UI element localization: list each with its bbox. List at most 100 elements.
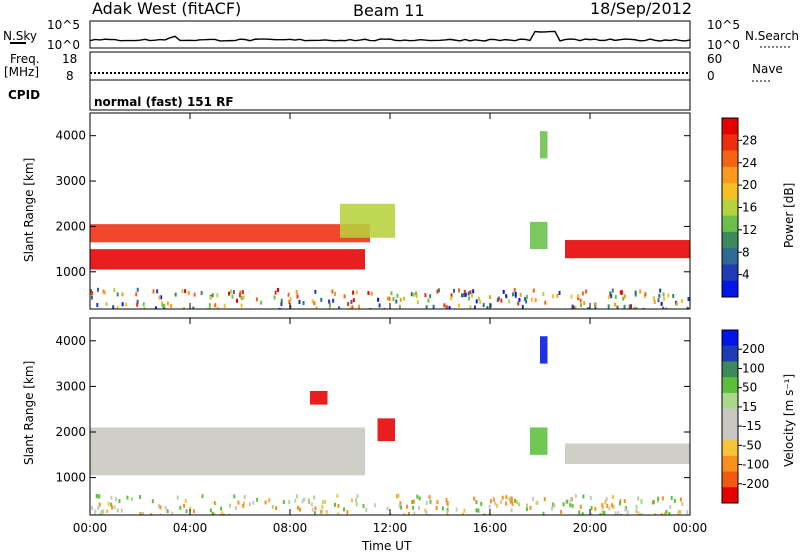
speckle (652, 500, 655, 505)
velocity-colorbar: -200 -100 -50 -15 15 50 100 200 (721, 329, 769, 504)
speckle (328, 299, 331, 304)
speckle (412, 292, 415, 297)
speckle (640, 512, 643, 515)
speckle (415, 291, 418, 296)
speckle (619, 499, 622, 504)
speckle (489, 303, 492, 308)
speckle (492, 497, 495, 502)
freq-label: Freq. (10, 52, 40, 66)
speckle (209, 508, 212, 513)
speckle (463, 508, 466, 513)
speckle (620, 513, 623, 515)
velocity-colorbar-swatch (722, 455, 738, 473)
y-tick-label: 4000 (55, 129, 86, 143)
speckle (240, 296, 243, 301)
velocity-colorbar-swatch (722, 471, 738, 488)
speckle (510, 508, 513, 513)
cpid-value: normal (fast) 151 RF (94, 95, 234, 109)
speckle (106, 509, 109, 514)
nsky-tick-bottom: 10^0 (47, 38, 80, 52)
speckle (662, 306, 665, 309)
speckle (578, 510, 581, 515)
speckle (162, 303, 165, 308)
velocity-colorbar-swatch (722, 377, 738, 394)
near-range-speckle (91, 493, 689, 515)
speckle (94, 509, 97, 514)
speckle (324, 499, 327, 504)
speckle (355, 290, 358, 295)
speckle (579, 504, 582, 509)
speckle (443, 303, 446, 308)
speckle (237, 500, 240, 505)
speckle (288, 300, 291, 305)
speckle (508, 299, 511, 304)
velocity-colorbar-swatch (722, 361, 738, 378)
speckle (514, 291, 517, 296)
speckle (570, 294, 573, 299)
speckle (618, 501, 621, 506)
speckle (240, 303, 243, 308)
data-region-2 (90, 249, 365, 270)
speckle (367, 291, 370, 296)
speckle (467, 291, 470, 296)
velocity-colorbar-tick-label: 15 (742, 400, 757, 414)
speckle (252, 500, 255, 505)
speckle (594, 302, 597, 307)
speckle (116, 306, 119, 309)
velocity-colorbar-tick-label: 100 (742, 361, 765, 375)
speckle (350, 498, 353, 503)
nsearch-tick-bottom: 10^0 (707, 38, 740, 52)
speckle (589, 495, 592, 500)
speckle (436, 289, 439, 294)
speckle (416, 300, 419, 305)
speckle (243, 501, 246, 506)
speckle (100, 509, 103, 514)
speckle (280, 302, 283, 307)
speckle (97, 505, 100, 510)
speckle (542, 511, 545, 515)
speckle (277, 287, 280, 292)
speckle (590, 506, 593, 511)
speckle (171, 511, 174, 515)
speckle (302, 301, 305, 306)
freq-tick-bottom: 8 (66, 69, 74, 83)
data-region-5 (540, 131, 548, 159)
nsky-trace (89, 30, 691, 42)
speckle (521, 304, 524, 309)
nave-tick-top: 60 (707, 52, 723, 66)
power-panel-data (90, 131, 690, 309)
speckle (614, 511, 617, 515)
data-region-1 (90, 427, 365, 476)
speckle (328, 303, 331, 308)
speckle (271, 504, 274, 509)
speckle (90, 295, 93, 300)
velocity-colorbar-swatch (722, 408, 738, 425)
speckle (513, 288, 516, 293)
speckle (469, 290, 472, 295)
speckle (315, 306, 318, 309)
x-tick-label: 00:00 (673, 521, 708, 535)
speckle (399, 297, 402, 302)
speckle (182, 307, 185, 309)
speckle (425, 305, 428, 309)
speckle (337, 512, 340, 515)
data-region-6 (565, 443, 690, 464)
data-region-2 (377, 418, 395, 442)
speckle (525, 294, 528, 299)
x-tick-label: 12:00 (373, 521, 408, 535)
speckle (413, 511, 416, 515)
speckle (103, 290, 106, 295)
speckle (637, 511, 640, 515)
speckle (634, 290, 637, 295)
speckle (150, 513, 153, 515)
speckle (235, 298, 238, 303)
speckle (176, 495, 179, 500)
speckle (640, 499, 643, 504)
speckle (581, 291, 584, 296)
power-colorbar-swatch (722, 166, 738, 184)
speckle (469, 305, 472, 309)
speckle (125, 302, 128, 307)
speckle (311, 299, 314, 304)
speckle (462, 293, 465, 298)
